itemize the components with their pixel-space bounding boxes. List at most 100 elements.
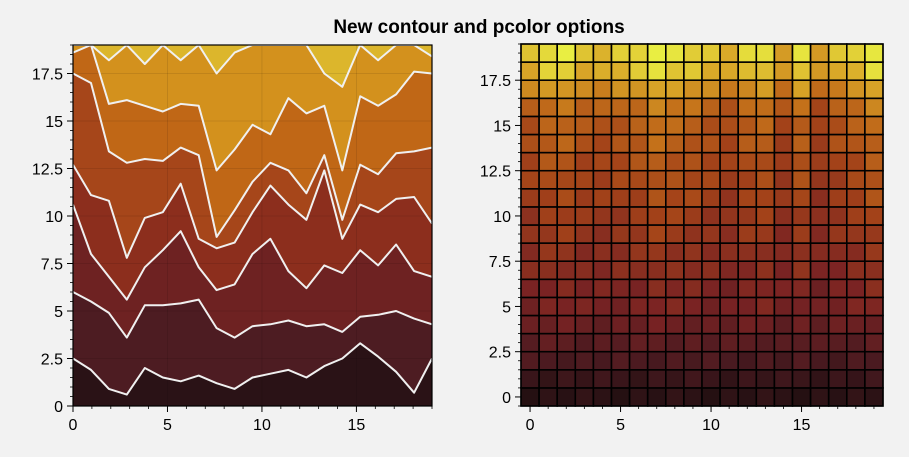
pcolor-cell — [683, 97, 703, 118]
pcolor-cell — [737, 387, 758, 407]
pcolor-cell — [520, 314, 540, 335]
pcolor-cell — [664, 43, 685, 63]
pcolor-cell — [773, 242, 794, 263]
pcolor-cell — [827, 314, 848, 335]
pcolor-cell — [827, 115, 848, 136]
pcolor-cell — [520, 224, 540, 244]
pcolor-cell — [520, 350, 540, 371]
pcolor-cell — [864, 314, 884, 335]
pcolor-cell — [719, 350, 739, 371]
pcolor-cell — [737, 242, 758, 263]
pcolor-cell — [556, 79, 577, 100]
pcolor-cell — [646, 314, 667, 335]
pcolor-cell — [538, 79, 558, 100]
pcolor-cell — [773, 43, 794, 63]
pcolor-cell — [610, 151, 631, 172]
pcolor-cell — [809, 115, 830, 136]
pcolor-cell — [610, 242, 631, 263]
pcolor-cell — [701, 169, 721, 190]
pcolor-cell — [592, 206, 613, 226]
pcolor-cell — [538, 206, 558, 226]
pcolor-cell — [628, 260, 649, 281]
pcolor-cell — [701, 97, 721, 118]
pcolor-cell — [773, 224, 794, 244]
pcolor-cell — [773, 61, 794, 81]
pcolor-cell — [809, 188, 830, 208]
pcolor-cell — [791, 206, 812, 226]
pcolor-cell — [538, 115, 558, 136]
pcolor-cell — [628, 188, 649, 208]
pcolor-cell — [719, 387, 739, 407]
pcolor-cell — [845, 332, 866, 353]
pcolor-cell — [809, 260, 830, 281]
pcolor-cell — [683, 79, 703, 100]
pcolor-cell — [683, 206, 703, 226]
pcolor-cell — [845, 296, 866, 317]
y-tick-label: 12.5 — [32, 162, 63, 179]
pcolor-cell — [755, 79, 776, 100]
pcolor-cell — [556, 296, 577, 317]
pcolor-cell — [664, 350, 685, 371]
pcolor-cell — [791, 133, 812, 154]
contour-panel: 0 5 10 15 0 2.5 5 7.5 10 12.5 15 17.5 — [32, 44, 433, 434]
pcolor-cell — [683, 314, 703, 335]
pcolor-cell — [755, 368, 776, 389]
pcolor-cell — [520, 133, 540, 154]
pcolor-cell — [773, 206, 794, 226]
pcolor-cell — [845, 43, 866, 63]
pcolor-cell — [809, 43, 830, 63]
pcolor-cell — [737, 97, 758, 118]
pcolor-cell — [773, 387, 794, 407]
x-tick-label: 15 — [348, 417, 366, 434]
contour-line — [73, 164, 432, 259]
pcolor-cell — [683, 296, 703, 317]
pcolor-cell — [827, 206, 848, 226]
pcolor-cell — [538, 151, 558, 172]
pcolor-cell — [845, 278, 866, 299]
pcolor-cell — [538, 188, 558, 208]
pcolor-cell — [864, 387, 884, 407]
pcolor-cell — [520, 115, 540, 136]
contour-x-axis: 0 5 10 15 — [69, 406, 433, 434]
x-tick-label: 0 — [69, 417, 78, 434]
pcolor-cell — [574, 151, 595, 172]
pcolor-cell — [827, 387, 848, 407]
pcolor-cell — [538, 260, 558, 281]
pcolor-cell — [719, 314, 739, 335]
pcolor-cell — [755, 133, 776, 154]
contour-line — [73, 204, 432, 301]
pcolor-cell — [701, 188, 721, 208]
pcolor-cell — [809, 169, 830, 190]
pcolor-cell — [845, 61, 866, 81]
pcolor-cell — [809, 97, 830, 118]
pcolor-cell — [610, 387, 631, 407]
pcolor-cell — [664, 314, 685, 335]
pcolor-cell — [737, 133, 758, 154]
pcolor-cell — [827, 151, 848, 172]
pcolor-cell — [664, 296, 685, 317]
pcolor-cell — [719, 242, 739, 263]
pcolor-cell — [628, 43, 649, 63]
pcolor-cell — [809, 296, 830, 317]
pcolor-cell — [683, 260, 703, 281]
pcolor-cell — [773, 188, 794, 208]
pcolor-cell — [773, 169, 794, 190]
pcolor-cell — [683, 169, 703, 190]
pcolor-cell — [701, 79, 721, 100]
pcolor-cell — [538, 332, 558, 353]
pcolor-cell — [827, 43, 848, 63]
pcolor-cell — [701, 314, 721, 335]
pcolor-cell — [773, 350, 794, 371]
pcolor-cell — [737, 332, 758, 353]
x-tick-label: 5 — [163, 417, 172, 434]
pcolor-x-axis: 0 5 10 15 — [526, 406, 875, 434]
pcolor-cell — [683, 151, 703, 172]
pcolor-cell — [809, 224, 830, 244]
pcolor-cell — [646, 188, 667, 208]
pcolor-cell — [646, 387, 667, 407]
pcolor-cell — [737, 368, 758, 389]
pcolor-cell — [773, 79, 794, 100]
pcolor-cell — [864, 296, 884, 317]
pcolor-cell — [610, 169, 631, 190]
y-tick-label: 15 — [45, 114, 63, 131]
